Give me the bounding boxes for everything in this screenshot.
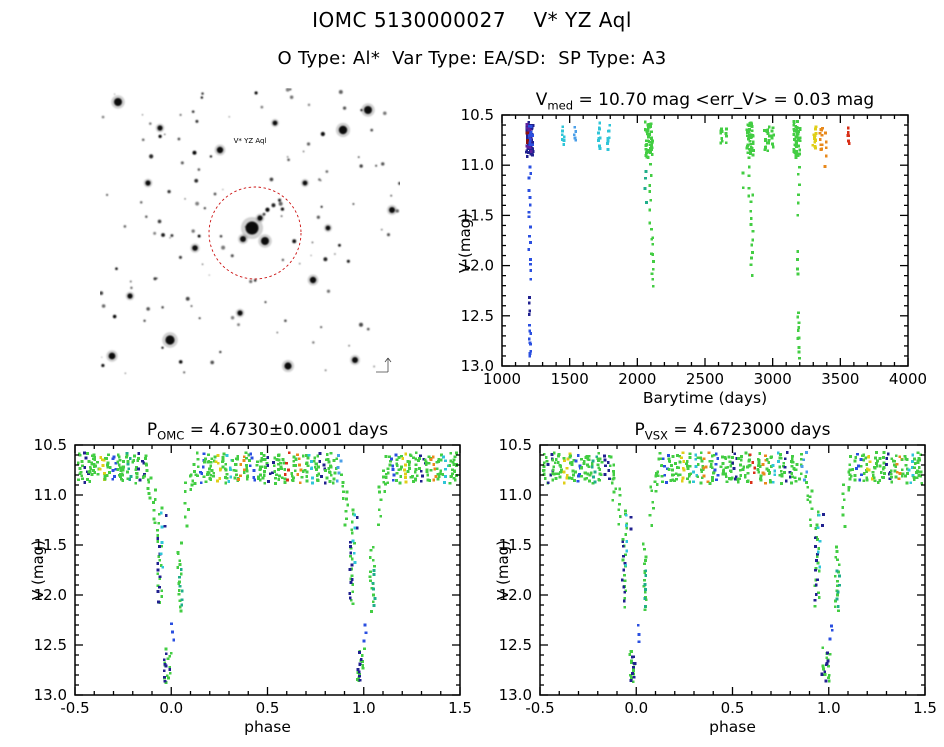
title-sub: VSX	[644, 428, 668, 443]
title-pre: P	[146, 420, 158, 440]
svg-text:11.0: 11.0	[461, 156, 494, 174]
svg-text:11.5: 11.5	[461, 206, 494, 224]
axes-group	[74, 444, 461, 696]
lightcurve-panel: Vmed = 10.70 mag <err_V> = 0.03 mag V (m…	[432, 88, 944, 422]
points-group	[541, 451, 924, 684]
points-group	[525, 120, 851, 360]
svg-text:13.0: 13.0	[34, 686, 67, 704]
svg-text:12.5: 12.5	[34, 636, 67, 654]
page-subtitle: O Type: Al* Var Type: EA/SD: SP Type: A3	[277, 48, 667, 69]
axes-group	[539, 444, 926, 696]
target-circle	[208, 186, 302, 280]
svg-text:10.5: 10.5	[34, 436, 67, 454]
finder-chart: V* YZ Aql	[100, 88, 400, 378]
lightcurve-title: Vmed = 10.70 mag <err_V> = 0.03 mag	[502, 90, 908, 112]
svg-text:2500: 2500	[686, 370, 724, 388]
svg-text:11.0: 11.0	[34, 486, 67, 504]
title-post: = 10.70 mag <err_V> = 0.03 mag	[573, 90, 875, 110]
phase-vsx-panel: PVSX = 4.6723000 days V (mag) -0.5 0.0 0.5…	[465, 418, 944, 747]
svg-text:0.0: 0.0	[159, 699, 183, 717]
svg-text:1.0: 1.0	[352, 699, 376, 717]
svg-text:1.0: 1.0	[817, 699, 841, 717]
axes-group	[501, 114, 909, 367]
svg-text:phase: phase	[244, 718, 291, 736]
svg-text:12.5: 12.5	[461, 307, 494, 325]
points-group	[76, 451, 459, 685]
svg-text:12.0: 12.0	[499, 586, 532, 604]
svg-text:13.0: 13.0	[461, 357, 494, 375]
svg-text:10.5: 10.5	[461, 106, 494, 124]
phase-omc-panel: POMC = 4.6730±0.0001 days V (mag) -0.5 0.…	[0, 418, 472, 747]
svg-text:12.0: 12.0	[34, 586, 67, 604]
svg-text:Barytime (days): Barytime (days)	[643, 389, 767, 407]
svg-text:13.0: 13.0	[499, 686, 532, 704]
svg-text:0.5: 0.5	[256, 699, 280, 717]
starfield	[100, 88, 400, 374]
phase-omc-plot: -0.5 0.0 0.5 1.0 1.5 10.5 11.0 11.5 12.0 12.5 13.0…	[34, 436, 472, 736]
svg-text:12.0: 12.0	[461, 257, 494, 275]
compass-icon	[376, 357, 392, 373]
svg-text:-0.5: -0.5	[60, 699, 89, 717]
page-title: IOMC 5130000027 V* YZ Aql	[312, 8, 632, 32]
svg-text:-0.5: -0.5	[525, 699, 554, 717]
svg-text:1.5: 1.5	[448, 699, 472, 717]
svg-text:2000: 2000	[618, 370, 656, 388]
svg-text:0.5: 0.5	[721, 699, 745, 717]
phase-omc-title: POMC = 4.6730±0.0001 days	[75, 420, 460, 442]
target-label: V* YZ Aql	[234, 137, 267, 145]
svg-text:12.5: 12.5	[499, 636, 532, 654]
lightcurve-plot: 1000 1500 2000 2500 3000 3500 4000 10.5 11.0 11.5…	[461, 106, 928, 407]
svg-text:11.0: 11.0	[499, 486, 532, 504]
title-pre: P	[634, 420, 645, 440]
svg-text:3000: 3000	[754, 370, 792, 388]
title-sub: OMC	[157, 428, 185, 443]
svg-text:10.5: 10.5	[499, 436, 532, 454]
svg-text:0.0: 0.0	[624, 699, 648, 717]
svg-text:1000: 1000	[483, 370, 521, 388]
title-sub: med	[547, 98, 574, 113]
svg-text:3500: 3500	[821, 370, 859, 388]
svg-text:phase: phase	[709, 718, 756, 736]
svg-text:1.5: 1.5	[913, 699, 937, 717]
title-post: = 4.6723000 days	[667, 420, 831, 440]
svg-text:11.5: 11.5	[499, 536, 532, 554]
svg-text:1500: 1500	[551, 370, 589, 388]
svg-text:4000: 4000	[889, 370, 927, 388]
phase-vsx-plot: -0.5 0.0 0.5 1.0 1.5 10.5 11.0 11.5 12.0 12.5 13.0…	[499, 436, 937, 736]
title-post: = 4.6730±0.0001 days	[184, 420, 389, 440]
phase-vsx-title: PVSX = 4.6723000 days	[540, 420, 925, 442]
title-pre: V	[535, 90, 548, 110]
svg-text:11.5: 11.5	[34, 536, 67, 554]
